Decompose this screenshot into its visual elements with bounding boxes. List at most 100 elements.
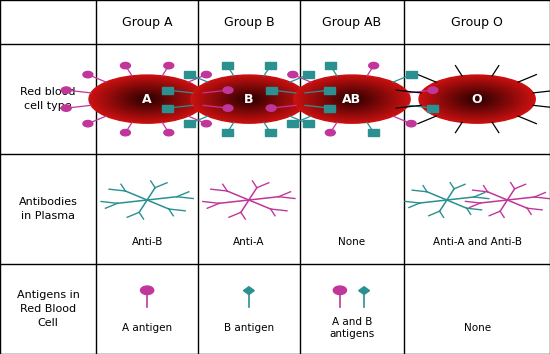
Text: Red blood
cell type: Red blood cell type (20, 87, 76, 111)
Polygon shape (162, 104, 173, 112)
Ellipse shape (93, 77, 201, 121)
Ellipse shape (221, 87, 277, 111)
Ellipse shape (129, 92, 165, 107)
Ellipse shape (312, 82, 392, 116)
Ellipse shape (469, 96, 485, 102)
Ellipse shape (121, 88, 173, 110)
Ellipse shape (431, 80, 523, 118)
Ellipse shape (113, 85, 181, 113)
Ellipse shape (461, 92, 493, 106)
Ellipse shape (439, 83, 515, 115)
Text: None: None (464, 323, 491, 333)
Ellipse shape (419, 75, 535, 123)
Polygon shape (222, 62, 233, 69)
Ellipse shape (318, 85, 386, 113)
Ellipse shape (350, 98, 354, 100)
Ellipse shape (91, 76, 204, 122)
Ellipse shape (310, 82, 394, 116)
Ellipse shape (308, 81, 396, 118)
Ellipse shape (459, 92, 495, 107)
Ellipse shape (304, 79, 400, 119)
Ellipse shape (465, 94, 489, 104)
Ellipse shape (139, 96, 155, 102)
Ellipse shape (322, 87, 382, 112)
Ellipse shape (326, 88, 378, 110)
Ellipse shape (101, 80, 193, 118)
Ellipse shape (245, 97, 253, 101)
Ellipse shape (233, 92, 265, 106)
Polygon shape (244, 287, 254, 295)
Ellipse shape (219, 87, 279, 112)
Polygon shape (287, 120, 298, 127)
Ellipse shape (133, 93, 161, 105)
Polygon shape (406, 71, 417, 78)
Ellipse shape (235, 93, 263, 105)
Ellipse shape (239, 95, 259, 103)
Circle shape (120, 130, 130, 136)
Text: A antigen: A antigen (122, 323, 172, 333)
Ellipse shape (199, 78, 299, 120)
Ellipse shape (123, 89, 171, 109)
Ellipse shape (231, 92, 267, 107)
Ellipse shape (197, 78, 301, 121)
Text: None: None (338, 238, 366, 247)
Polygon shape (427, 104, 438, 112)
Text: Anti-B: Anti-B (131, 238, 163, 247)
Ellipse shape (427, 78, 527, 120)
Circle shape (223, 87, 233, 93)
Ellipse shape (338, 93, 366, 105)
Circle shape (120, 62, 130, 69)
Circle shape (141, 286, 154, 295)
Ellipse shape (107, 82, 187, 116)
Ellipse shape (201, 79, 297, 119)
Polygon shape (302, 120, 313, 127)
Ellipse shape (115, 86, 179, 113)
Ellipse shape (296, 76, 408, 122)
Ellipse shape (332, 91, 372, 107)
Text: A and B
antigens: A and B antigens (329, 317, 375, 339)
Ellipse shape (125, 90, 169, 108)
Ellipse shape (320, 86, 384, 113)
Ellipse shape (117, 87, 177, 112)
Circle shape (201, 120, 211, 127)
Ellipse shape (328, 89, 376, 109)
Ellipse shape (298, 77, 406, 121)
Polygon shape (162, 87, 173, 94)
Text: O: O (472, 93, 482, 105)
Ellipse shape (300, 78, 404, 121)
Ellipse shape (131, 92, 163, 106)
Ellipse shape (143, 97, 151, 101)
Ellipse shape (215, 85, 283, 113)
Ellipse shape (229, 91, 269, 107)
Ellipse shape (111, 84, 183, 114)
Ellipse shape (437, 82, 517, 116)
Ellipse shape (205, 81, 293, 118)
Ellipse shape (247, 98, 251, 100)
Polygon shape (324, 87, 336, 94)
Ellipse shape (109, 83, 185, 115)
Ellipse shape (475, 98, 479, 100)
Ellipse shape (195, 77, 303, 121)
Ellipse shape (137, 95, 157, 103)
Polygon shape (359, 287, 370, 295)
Circle shape (288, 72, 298, 78)
Ellipse shape (237, 94, 261, 104)
Ellipse shape (330, 90, 374, 108)
Circle shape (201, 72, 211, 78)
Ellipse shape (223, 88, 275, 110)
Text: Anti-A and Anti-B: Anti-A and Anti-B (433, 238, 521, 247)
Ellipse shape (429, 79, 525, 119)
Polygon shape (266, 87, 277, 94)
Text: A: A (142, 93, 152, 105)
Ellipse shape (89, 75, 205, 123)
Ellipse shape (203, 80, 295, 118)
Ellipse shape (445, 86, 509, 113)
Polygon shape (184, 120, 195, 127)
Ellipse shape (213, 84, 285, 114)
Ellipse shape (340, 94, 364, 104)
Ellipse shape (192, 76, 305, 122)
Ellipse shape (241, 96, 257, 102)
Ellipse shape (145, 98, 149, 100)
Ellipse shape (306, 80, 398, 118)
Polygon shape (184, 71, 195, 78)
